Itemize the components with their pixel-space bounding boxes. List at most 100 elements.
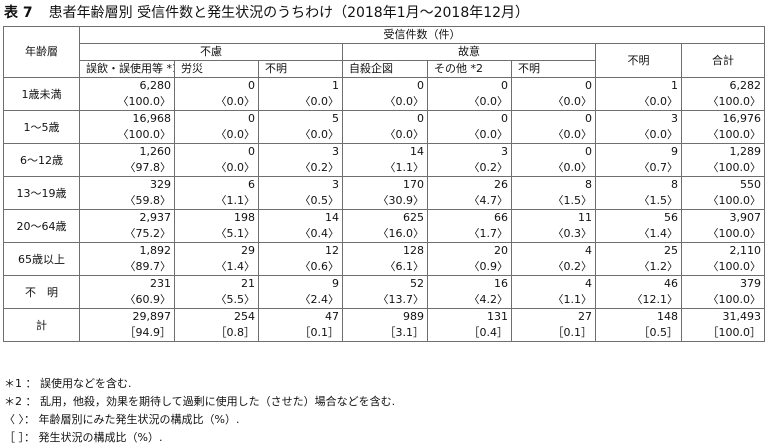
age-group-cell: 6～12歳 [3,143,80,177]
ratio-value: ［3.1］ [384,326,425,339]
ratio-value: 〈100.0〉 [117,128,172,141]
count-value: 170 [403,178,424,191]
count-value: 26 [494,178,508,191]
value-cell: 2,937 〈75.2〉 [79,209,175,243]
count-value: 14 [410,145,424,158]
value-cell: 8 〈1.5〉 [511,176,596,210]
value-cell: 1 〈0.0〉 [258,77,343,111]
ratio-value: 〈1.1〉 [552,293,593,306]
ratio-value: 〈0.0〉 [384,128,425,141]
value-cell: 131 ［0.4］ [427,308,512,342]
ratio-value: 〈0.2〉 [468,161,509,174]
header-received-count: 受信件数（件） [79,26,765,44]
ratio-value: 〈0.0〉 [468,95,509,108]
header-total: 合計 [681,43,765,78]
header-intentional: 故意 [342,43,596,61]
value-cell: 379 〈100.0〉 [681,275,765,309]
value-cell: 9 〈2.4〉 [258,275,343,309]
value-cell: 3,907 〈100.0〉 [681,209,765,243]
ratio-value: 〈100.0〉 [707,194,762,207]
table-row: 計 29,897 ［94.9］ 254 ［0.8］ 47 ［0.1］ 989 ［3.1］ 131 ［… [3,308,765,342]
value-cell: 16 〈4.2〉 [427,275,512,309]
count-value: 3 [501,145,508,158]
count-value: 20 [494,244,508,257]
ratio-value: 〈16.0〉 [377,227,425,240]
count-value: 0 [417,79,424,92]
table-row: 13～19歳 329 〈59.8〉 6 〈1.1〉 3 〈0.5〉 170 〈30.9〉 26 〈4… [3,176,765,210]
count-value: 52 [410,277,424,290]
ratio-value: 〈0.0〉 [299,128,340,141]
value-cell: 11 〈0.3〉 [511,209,596,243]
ratio-value: 〈0.3〉 [552,227,593,240]
value-cell: 3 〈0.0〉 [595,110,682,144]
age-group-cell: 13～19歳 [3,176,80,210]
count-value: 29 [241,244,255,257]
value-cell: 0 〈0.0〉 [174,77,259,111]
value-cell: 4 〈0.2〉 [511,242,596,276]
count-value: 9 [332,277,339,290]
value-cell: 9 〈0.7〉 [595,143,682,177]
value-cell: 1,892 〈89.7〉 [79,242,175,276]
value-cell: 21 〈5.5〉 [174,275,259,309]
table-row: 65歳以上 1,892 〈89.7〉 29 〈1.4〉 12 〈0.6〉 128 〈6.1〉 20… [3,242,765,276]
count-value: 12 [325,244,339,257]
value-cell: 26 〈4.7〉 [427,176,512,210]
ratio-value: 〈0.2〉 [299,161,340,174]
table-row: 20～64歳 2,937 〈75.2〉 198 〈5.1〉 14 〈0.4〉 625 〈16.0… [3,209,765,243]
count-value: 1,892 [139,244,172,257]
count-value: 66 [494,211,508,224]
header-unintentional: 不慮 [79,43,343,61]
value-cell: 46 〈12.1〉 [595,275,682,309]
value-cell: 0 〈0.0〉 [511,77,596,111]
footnote: ［ ］： 発生状況の構成比（%）. [4,431,163,444]
value-cell: 52 〈13.7〉 [342,275,428,309]
ratio-value: 〈97.8〉 [124,161,172,174]
count-value: 329 [150,178,171,191]
count-value: 0 [417,112,424,125]
statistics-table: 年齢層 受信件数（件） 不慮 故意 不明 合計 誤飲・誤使用等 *1 労災 不明… [3,26,765,342]
ratio-value: 〈2.4〉 [299,293,340,306]
ratio-value: 〈0.0〉 [215,95,256,108]
ratio-value: 〈0.0〉 [552,95,593,108]
age-group-cell: 不 明 [3,275,80,309]
value-cell: 14 〈0.4〉 [258,209,343,243]
ratio-value: 〈0.6〉 [299,260,340,273]
value-cell: 170 〈30.9〉 [342,176,428,210]
footnote: 〈 〉： 年齢層別にみた発生状況の構成比（%）. [4,413,240,426]
value-cell: 20 〈0.9〉 [427,242,512,276]
footnotes: ＊1 ： 誤使用などを含む. ＊2 ： 乱用，他殺，効果を期待して過剰に使用した… [4,375,395,447]
age-group-cell: 計 [3,308,80,342]
value-cell: 31,493 ［100.0］ [681,308,765,342]
ratio-value: ［0.1］ [299,326,340,339]
ratio-value: 〈0.0〉 [299,95,340,108]
count-value: 0 [501,112,508,125]
value-cell: 0 〈0.0〉 [342,110,428,144]
count-value: 1,289 [729,145,762,158]
count-value: 4 [585,244,592,257]
value-cell: 0 〈0.0〉 [174,143,259,177]
value-cell: 0 〈0.0〉 [511,143,596,177]
ratio-value: ［94.9］ [124,326,172,339]
count-value: 254 [234,310,255,323]
count-value: 198 [234,211,255,224]
count-value: 14 [325,211,339,224]
count-value: 1 [671,79,678,92]
header-suicide-attempt: 自殺企図 [342,60,428,78]
count-value: 3 [332,145,339,158]
count-value: 56 [664,211,678,224]
value-cell: 231 〈60.9〉 [79,275,175,309]
ratio-value: 〈100.0〉 [707,161,762,174]
header-intentional-unknown: 不明 [511,60,596,78]
value-cell: 3 〈0.5〉 [258,176,343,210]
ratio-value: 〈100.0〉 [707,227,762,240]
value-cell: 3 〈0.2〉 [258,143,343,177]
count-value: 6,280 [139,79,172,92]
ratio-value: 〈100.0〉 [707,293,762,306]
value-cell: 6,282 〈100.0〉 [681,77,765,111]
ratio-value: 〈100.0〉 [707,128,762,141]
ratio-value: 〈5.1〉 [215,227,256,240]
value-cell: 989 ［3.1］ [342,308,428,342]
value-cell: 0 〈0.0〉 [174,110,259,144]
ratio-value: 〈1.7〉 [468,227,509,240]
ratio-value: 〈5.5〉 [215,293,256,306]
